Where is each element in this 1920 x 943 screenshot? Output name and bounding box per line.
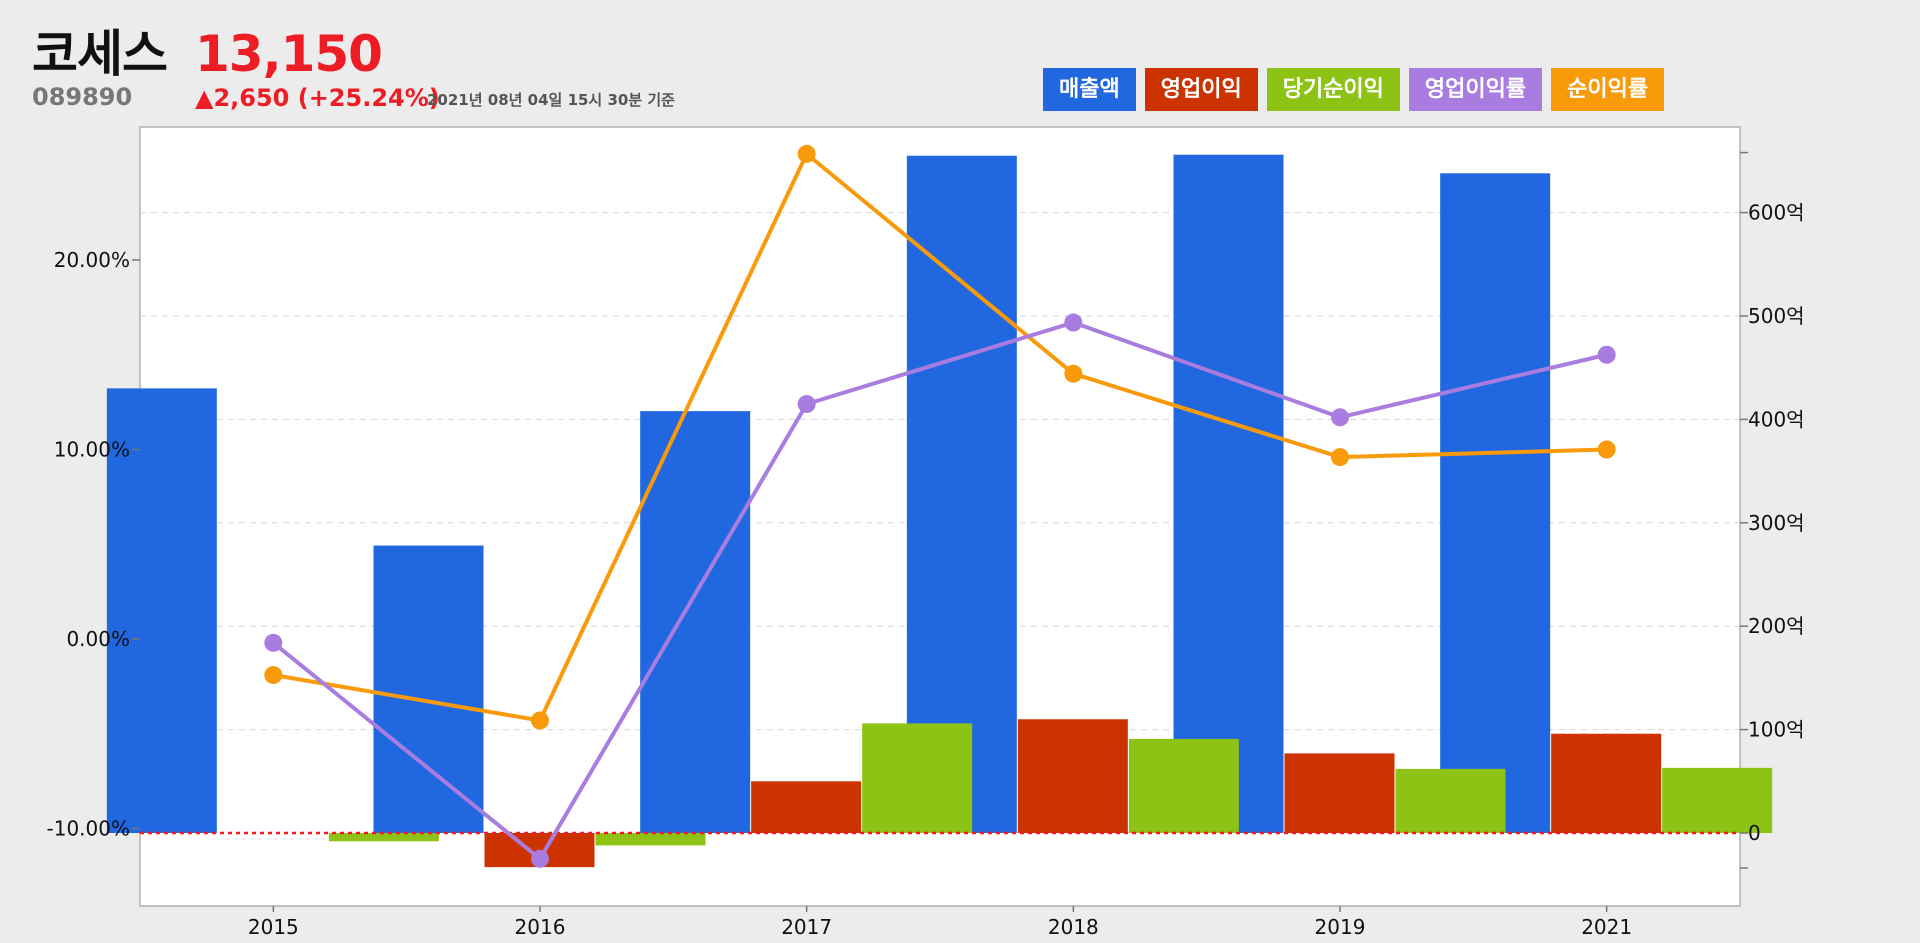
legend-item-operating-margin[interactable]: 영업이익률 (1408, 68, 1543, 111)
bar-2-2021 (1662, 767, 1773, 833)
point-순이익률-2016 (531, 711, 549, 730)
right-tick-label: 300억 (1748, 511, 1805, 535)
bar-series (106, 154, 1773, 868)
bar-0-2015 (106, 388, 217, 833)
point-영업이익률-2017 (797, 395, 816, 414)
stock-timestamp: 2021년 08년 04일 15시 30분 기준 (427, 91, 675, 109)
bar-1-2019 (1284, 753, 1395, 833)
bar-2-2017 (862, 723, 973, 833)
chart-legend: 매출액 영업이익 당기순이익 영업이익률 순이익률 (1043, 68, 1665, 111)
bar-2-2019 (1395, 768, 1506, 833)
line-series (264, 144, 1616, 868)
left-tick-label: -10.00% (47, 817, 130, 841)
right-tick-label: 500억 (1748, 304, 1805, 328)
legend-item-net-margin[interactable]: 순이익률 (1551, 68, 1665, 111)
stock-name: 코세스 (32, 25, 168, 83)
x-tick-label-2021: 2021 (1581, 915, 1632, 939)
point-영업이익률-2015 (264, 633, 283, 652)
bar-2-2016 (595, 833, 706, 846)
x-tick-label-2016: 2016 (515, 915, 566, 939)
line-순이익률 (272, 151, 1607, 723)
legend-item-operating-profit[interactable]: 영업이익 (1144, 68, 1258, 111)
right-tick-label: 600억 (1748, 201, 1805, 225)
x-tick-label-2018: 2018 (1048, 915, 1099, 939)
bar-1-2018 (1017, 719, 1128, 833)
stock-price: 13,150 (195, 25, 383, 83)
legend-item-revenue[interactable]: 매출액 (1043, 68, 1136, 111)
right-tick-label: 0 (1748, 821, 1761, 845)
x-tick-label-2015: 2015 (248, 915, 299, 939)
left-tick-label: 0.00% (66, 627, 130, 651)
point-순이익률-2017 (797, 144, 816, 163)
bar-0-2017 (640, 411, 751, 833)
right-tick-label: 400억 (1748, 407, 1805, 431)
point-영업이익률-2016 (531, 849, 549, 868)
right-tick-label: 100억 (1748, 718, 1805, 742)
x-tick-label-2017: 2017 (781, 915, 832, 939)
point-순이익률-2015 (264, 666, 283, 685)
bar-0-2018 (906, 155, 1017, 834)
stock-header: 코세스 13,150 089890 ▲2,650 (+25.24%) 2021년… (32, 22, 1732, 122)
bar-1-2021 (1551, 733, 1662, 833)
bar-2-2015 (328, 833, 439, 842)
stock-change: ▲2,650 (+25.24%) (195, 84, 440, 112)
bar-0-2016 (373, 545, 484, 833)
right-tick-label: 200억 (1748, 614, 1805, 638)
bar-0-2021 (1440, 173, 1551, 834)
left-tick-label: 10.00% (54, 438, 130, 462)
point-영업이익률-2019 (1331, 408, 1349, 427)
stock-code: 089890 (32, 83, 133, 111)
x-tick-label-2019: 2019 (1315, 915, 1366, 939)
bar-2-2018 (1128, 738, 1239, 833)
line-영업이익률 (272, 320, 1608, 861)
bar-0-2019 (1173, 154, 1284, 834)
point-순이익률-2019 (1331, 448, 1349, 467)
point-순이익률-2018 (1064, 364, 1083, 383)
point-순이익률-2021 (1597, 440, 1616, 459)
bar-1-2017 (751, 781, 862, 833)
axes: -10.00% 0.00% 10.00% 20.00% 0 100억 200억 300억 400… (47, 151, 1805, 939)
point-영업이익률-2021 (1597, 345, 1616, 364)
legend-item-net-income[interactable]: 당기순이익 (1266, 68, 1400, 111)
left-tick-label: 20.00% (54, 248, 130, 272)
point-영업이익률-2018 (1064, 313, 1083, 332)
